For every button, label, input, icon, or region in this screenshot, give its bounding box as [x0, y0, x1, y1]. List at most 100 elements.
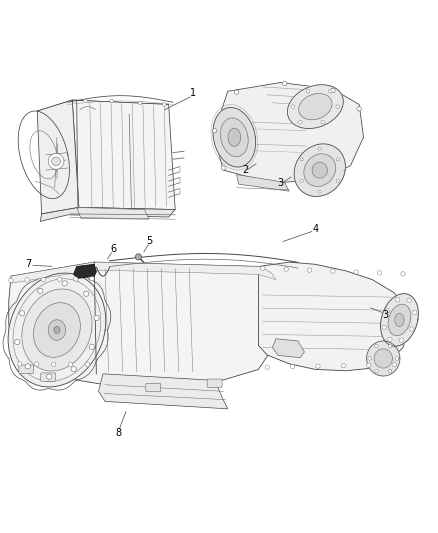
- Polygon shape: [11, 262, 276, 283]
- Circle shape: [38, 288, 43, 294]
- Circle shape: [367, 363, 371, 367]
- Circle shape: [110, 99, 113, 103]
- Circle shape: [401, 272, 405, 276]
- Circle shape: [388, 337, 392, 342]
- Circle shape: [374, 344, 378, 348]
- Polygon shape: [304, 154, 336, 187]
- Circle shape: [374, 369, 378, 373]
- Polygon shape: [388, 304, 411, 336]
- Circle shape: [138, 101, 142, 105]
- Circle shape: [94, 316, 99, 320]
- Text: 4: 4: [312, 224, 318, 235]
- Circle shape: [291, 105, 295, 108]
- Polygon shape: [9, 262, 280, 389]
- Circle shape: [354, 270, 358, 274]
- Circle shape: [328, 90, 332, 93]
- Polygon shape: [37, 100, 79, 214]
- Text: 8: 8: [115, 428, 121, 438]
- Polygon shape: [220, 118, 248, 157]
- FancyBboxPatch shape: [41, 373, 56, 381]
- Circle shape: [318, 190, 321, 193]
- Circle shape: [307, 268, 312, 272]
- Circle shape: [283, 81, 287, 86]
- Circle shape: [395, 357, 399, 360]
- Circle shape: [357, 107, 361, 111]
- Circle shape: [74, 277, 78, 281]
- Circle shape: [265, 365, 269, 369]
- Circle shape: [331, 269, 335, 273]
- Circle shape: [299, 120, 302, 124]
- Polygon shape: [367, 341, 400, 376]
- Circle shape: [316, 364, 320, 368]
- Text: 5: 5: [147, 236, 153, 246]
- Circle shape: [331, 88, 335, 93]
- Text: 2: 2: [242, 165, 248, 175]
- Circle shape: [396, 297, 400, 302]
- Circle shape: [306, 90, 310, 93]
- Polygon shape: [299, 93, 332, 120]
- Text: 1: 1: [190, 88, 196, 99]
- Circle shape: [221, 166, 226, 170]
- Circle shape: [135, 254, 141, 260]
- FancyBboxPatch shape: [19, 365, 34, 374]
- Circle shape: [382, 325, 386, 329]
- Circle shape: [57, 277, 62, 281]
- Circle shape: [68, 362, 73, 367]
- Polygon shape: [312, 162, 327, 178]
- Polygon shape: [374, 349, 392, 368]
- Polygon shape: [395, 313, 404, 327]
- Polygon shape: [74, 264, 96, 278]
- Circle shape: [84, 291, 89, 296]
- Circle shape: [85, 362, 90, 367]
- Circle shape: [48, 154, 64, 169]
- Circle shape: [300, 158, 303, 161]
- Circle shape: [46, 374, 52, 379]
- Polygon shape: [381, 294, 418, 346]
- Circle shape: [18, 362, 22, 366]
- Circle shape: [71, 367, 76, 372]
- Circle shape: [341, 364, 346, 368]
- Circle shape: [410, 327, 414, 331]
- Circle shape: [162, 103, 166, 106]
- Circle shape: [413, 310, 417, 315]
- Circle shape: [62, 281, 67, 286]
- Circle shape: [399, 338, 403, 342]
- Polygon shape: [48, 320, 66, 340]
- Circle shape: [35, 362, 39, 366]
- Text: 7: 7: [25, 260, 32, 269]
- Circle shape: [336, 180, 339, 182]
- Text: 3: 3: [277, 178, 283, 188]
- Circle shape: [9, 278, 13, 282]
- Polygon shape: [34, 303, 80, 357]
- Circle shape: [19, 311, 25, 316]
- Polygon shape: [294, 144, 346, 197]
- Circle shape: [212, 128, 217, 133]
- Polygon shape: [54, 327, 60, 334]
- Circle shape: [41, 278, 46, 282]
- Circle shape: [392, 362, 396, 367]
- Polygon shape: [37, 100, 169, 116]
- Circle shape: [84, 99, 87, 103]
- Polygon shape: [287, 85, 343, 128]
- Circle shape: [52, 157, 60, 166]
- Circle shape: [336, 105, 339, 108]
- Polygon shape: [228, 128, 240, 146]
- Circle shape: [15, 340, 20, 345]
- Polygon shape: [99, 374, 228, 409]
- Circle shape: [284, 267, 288, 271]
- Polygon shape: [72, 100, 175, 209]
- Circle shape: [336, 158, 339, 161]
- Polygon shape: [40, 207, 175, 221]
- Circle shape: [407, 298, 411, 303]
- Circle shape: [25, 364, 30, 369]
- Circle shape: [89, 344, 95, 349]
- Polygon shape: [8, 273, 106, 387]
- Circle shape: [318, 147, 321, 150]
- Polygon shape: [22, 289, 92, 371]
- Circle shape: [389, 369, 392, 373]
- Polygon shape: [237, 174, 289, 191]
- Polygon shape: [215, 83, 364, 183]
- FancyBboxPatch shape: [207, 379, 222, 387]
- Circle shape: [385, 309, 389, 313]
- Circle shape: [25, 278, 29, 282]
